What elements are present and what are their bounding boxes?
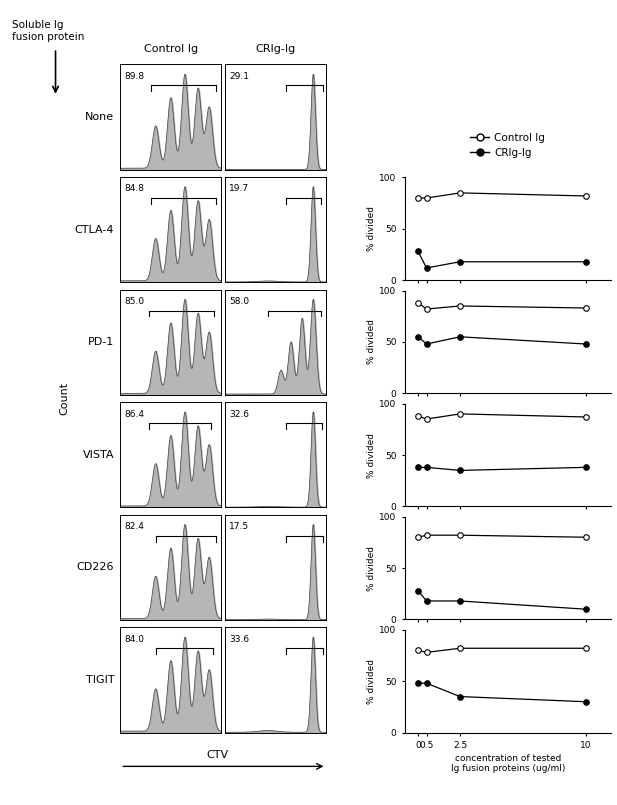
Text: 17.5: 17.5 [230,522,249,531]
Text: Count: Count [60,382,70,415]
Text: Control Ig: Control Ig [144,44,198,54]
Text: 33.6: 33.6 [230,634,249,644]
Text: 84.0: 84.0 [125,634,144,644]
Text: 29.1: 29.1 [230,72,249,80]
Y-axis label: % divided: % divided [367,320,376,365]
X-axis label: concentration of tested
Ig fusion proteins (ug/ml): concentration of tested Ig fusion protei… [450,754,565,774]
Text: 89.8: 89.8 [125,72,144,80]
Text: CTLA-4: CTLA-4 [75,225,114,234]
Legend: Control Ig, CRIg-Ig: Control Ig, CRIg-Ig [466,129,549,162]
Text: CD226: CD226 [77,563,114,572]
Text: 19.7: 19.7 [230,184,249,193]
Text: Soluble Ig
fusion protein: Soluble Ig fusion protein [12,20,85,42]
Text: CRIg-Ig: CRIg-Ig [256,44,296,54]
Text: 32.6: 32.6 [230,410,249,419]
Text: 84.8: 84.8 [125,184,144,193]
Text: 58.0: 58.0 [230,297,249,306]
Y-axis label: % divided: % divided [367,546,376,591]
Text: 82.4: 82.4 [125,522,144,531]
Text: CTV: CTV [206,750,228,760]
Y-axis label: % divided: % divided [367,432,376,477]
Text: PD-1: PD-1 [88,337,114,347]
Y-axis label: % divided: % divided [367,658,376,704]
Y-axis label: % divided: % divided [367,206,376,251]
Text: None: None [85,112,114,122]
Text: 86.4: 86.4 [125,410,144,419]
Text: VISTA: VISTA [83,450,114,460]
Text: 85.0: 85.0 [125,297,144,306]
Text: TIGIT: TIGIT [86,675,114,685]
